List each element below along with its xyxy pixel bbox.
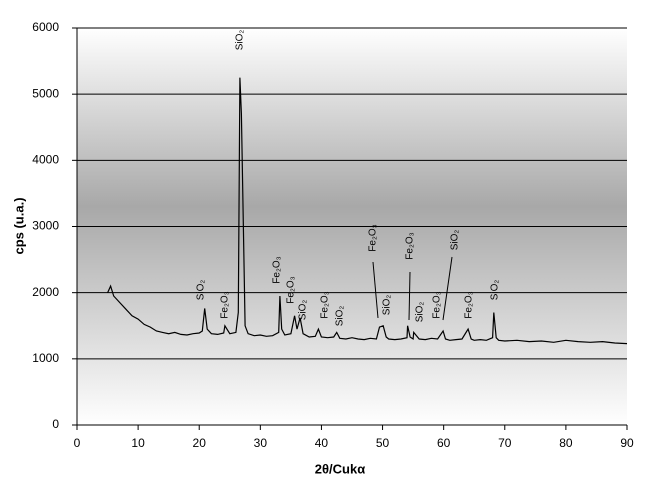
peak-label: Fe₂O₃	[320, 291, 331, 318]
x-tick-label: 90	[620, 436, 634, 450]
peak-label: Fe₂O₃	[220, 291, 231, 318]
y-tick-label: 0	[52, 417, 59, 431]
leader-lines	[372, 256, 453, 321]
x-tick-label: 60	[437, 436, 451, 450]
peak-label: Fe₂O₃	[272, 256, 283, 283]
peak-label: Fe₂O₃	[368, 224, 379, 251]
peak-label: SiO₂	[196, 280, 207, 301]
data-line	[107, 77, 628, 345]
peak-label: SiO₂	[335, 306, 346, 327]
y-tick-label: 4000	[32, 153, 59, 167]
peak-label: Fe₂O₃	[464, 291, 475, 318]
peak-label: SiO₂	[382, 295, 393, 316]
peak-label: Fe₂O₃	[432, 291, 443, 318]
x-tick-label: 30	[254, 436, 268, 450]
peak-label: SiO₂	[450, 230, 461, 251]
y-tick-label: 2000	[32, 285, 59, 299]
peak-label: Fe₂O₃	[286, 276, 297, 303]
x-tick-label: 40	[315, 436, 329, 450]
x-tick-label: 10	[131, 436, 145, 450]
peak-label: SiO₂	[490, 280, 501, 301]
x-tick-label: 70	[498, 436, 512, 450]
peak-label: SiO₂	[235, 30, 246, 51]
y-tick-label: 6000	[32, 20, 59, 34]
y-tick-label: 1000	[32, 351, 59, 365]
y-axis-title: cps (u.a.)	[11, 197, 26, 254]
x-tick-label: 50	[376, 436, 390, 450]
y-tick-label: 3000	[32, 219, 59, 233]
x-tick-label: 0	[74, 436, 81, 450]
y-tick-label: 5000	[32, 86, 59, 100]
peak-label: Fe₂O₃	[405, 232, 416, 259]
x-tick-label: 20	[193, 436, 207, 450]
peak-label: SiO₂	[298, 300, 309, 321]
x-tick-label: 80	[559, 436, 573, 450]
x-axis-title: 2θ/Cukα	[315, 461, 365, 476]
peak-label: SiO₂	[415, 302, 426, 323]
